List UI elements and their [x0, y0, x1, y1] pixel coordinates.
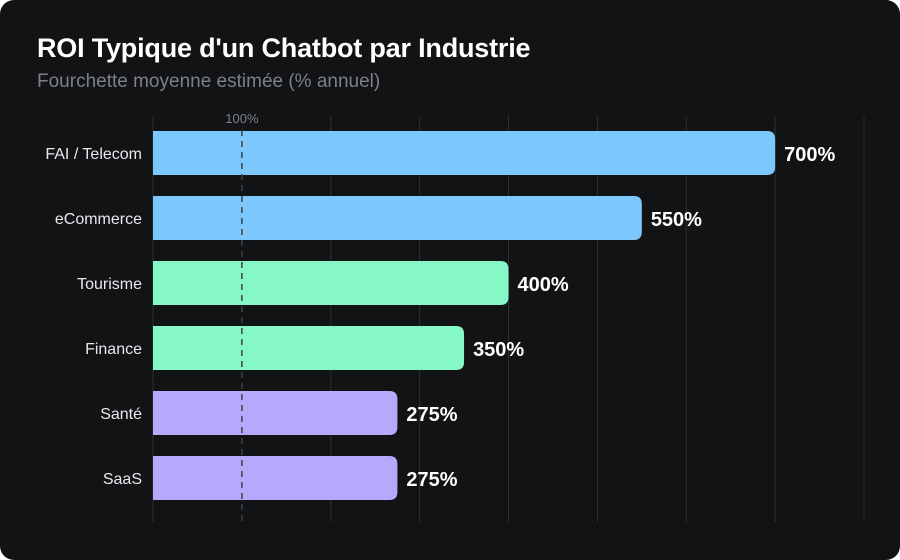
- bar: [153, 196, 642, 240]
- category-label: Santé: [100, 406, 142, 423]
- category-label: Tourisme: [77, 276, 142, 293]
- category-label: FAI / Telecom: [45, 146, 142, 163]
- data-label: 700%: [784, 144, 835, 166]
- category-label: eCommerce: [55, 211, 142, 228]
- category-label: SaaS: [103, 471, 142, 488]
- bar: [153, 326, 465, 370]
- chart-subtitle: Fourchette moyenne estimée (% annuel): [37, 71, 381, 92]
- bar: [153, 131, 776, 175]
- reference-line-label: 100%: [225, 111, 259, 126]
- chart-title: ROI Typique d'un Chatbot par Industrie: [37, 33, 531, 63]
- bar: [153, 456, 398, 500]
- data-label: 400%: [518, 274, 569, 296]
- data-label: 550%: [651, 209, 702, 231]
- data-label: 275%: [406, 469, 457, 491]
- bar: [153, 261, 509, 305]
- bar: [153, 391, 398, 435]
- data-label: 350%: [473, 339, 524, 361]
- data-label: 275%: [406, 404, 457, 426]
- category-label: Finance: [85, 341, 142, 358]
